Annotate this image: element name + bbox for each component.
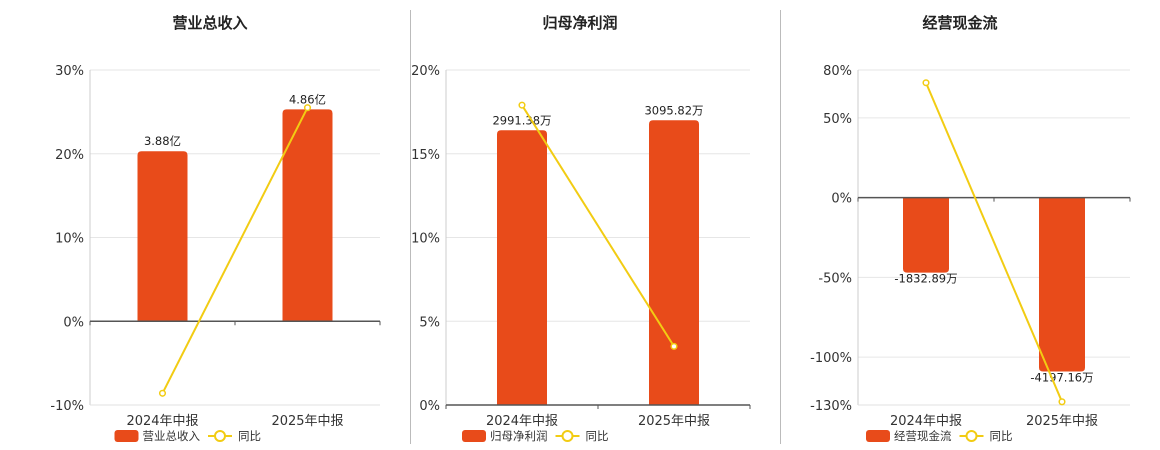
category-label: 2025年中报 bbox=[638, 414, 710, 429]
y-tick-label: 20% bbox=[411, 64, 440, 79]
legend-bar-label: 经营现金流 bbox=[894, 429, 952, 443]
y-tick-label: 30% bbox=[55, 64, 84, 79]
legend-bar-swatch bbox=[462, 430, 486, 442]
legend-line-marker bbox=[965, 430, 978, 442]
y-tick-label: 80% bbox=[823, 64, 852, 79]
category-label: 2024年中报 bbox=[486, 414, 558, 429]
chart-title: 归母净利润 bbox=[542, 14, 617, 32]
chart-panel-net-profit: 归母净利润 20% 15% 10% 5% 0% 2991.38万 3095.82万 2024年中… bbox=[400, 0, 780, 450]
bar-2025--1 bbox=[282, 109, 333, 322]
y-tick-label: 0% bbox=[419, 399, 440, 414]
cash-flow-chart: 经营现金流 80% 50% 0% -50% -100% -130% -1832.89万 -419… bbox=[810, 14, 1131, 443]
bar-2025--1 bbox=[649, 120, 699, 405]
bar-value-label: 2991.38万 bbox=[492, 113, 551, 127]
bar-value-label: 3095.82万 bbox=[644, 103, 703, 117]
yoy-line bbox=[925, 82, 1063, 403]
panel-divider bbox=[410, 10, 411, 444]
legend-line-marker bbox=[214, 430, 226, 442]
bar-value-label: -4197.16万 bbox=[1030, 371, 1093, 385]
legend-bar-label: 营业总收入 bbox=[143, 429, 201, 443]
y-tick-label: 10% bbox=[411, 232, 440, 247]
revenue-chart: 营业总收入 30% 20% 10% 0% -10% 3.88亿 4.86亿 2024年中报 202… bbox=[50, 14, 381, 443]
y-tick-label: 0% bbox=[831, 192, 852, 207]
legend: 归母净利润 同比 bbox=[462, 429, 609, 443]
bar-value-label: 4.86亿 bbox=[289, 92, 326, 106]
bar-value-label: -1832.89万 bbox=[894, 272, 957, 286]
yoy-point-0 bbox=[922, 79, 930, 87]
yoy-point-0 bbox=[518, 101, 526, 109]
chart-title: 营业总收入 bbox=[172, 14, 247, 32]
legend-line-label: 同比 bbox=[586, 429, 609, 443]
yoy-point-1 bbox=[303, 104, 312, 112]
legend-bar-swatch bbox=[866, 430, 890, 442]
y-tick-label: -100% bbox=[810, 351, 852, 366]
y-tick-label: -50% bbox=[818, 271, 852, 286]
legend-line-marker bbox=[561, 430, 574, 442]
y-tick-label: 15% bbox=[411, 148, 440, 163]
legend-bar-swatch bbox=[114, 430, 139, 442]
legend-line-label: 同比 bbox=[238, 429, 261, 443]
bar-2025--1 bbox=[1039, 197, 1085, 372]
legend-bar-label: 归母净利润 bbox=[490, 429, 548, 443]
y-tick-label: -10% bbox=[50, 399, 84, 414]
legend: 经营现金流 同比 bbox=[866, 429, 1013, 443]
yoy-line bbox=[521, 104, 675, 347]
y-tick-label: 50% bbox=[823, 112, 852, 127]
yoy-point-0 bbox=[158, 389, 167, 397]
legend: 营业总收入 同比 bbox=[114, 429, 261, 443]
yoy-line bbox=[161, 107, 309, 394]
chart-title: 经营现金流 bbox=[922, 14, 997, 32]
legend-line-label: 同比 bbox=[990, 429, 1013, 443]
category-label: 2024年中报 bbox=[890, 414, 962, 429]
y-tick-label: 10% bbox=[55, 232, 84, 247]
net-profit-chart: 归母净利润 20% 15% 10% 5% 0% 2991.38万 3095.82万 2024年中… bbox=[411, 14, 751, 443]
category-label: 2024年中报 bbox=[126, 414, 198, 429]
bar-2024--0 bbox=[903, 197, 949, 273]
yoy-point-1 bbox=[1058, 398, 1066, 406]
yoy-point-1 bbox=[670, 342, 678, 350]
bar-2024--0 bbox=[497, 130, 547, 406]
category-label: 2025年中报 bbox=[271, 414, 343, 429]
bar-value-label: 3.88亿 bbox=[144, 134, 181, 148]
panel-divider bbox=[780, 10, 781, 444]
chart-panel-cash-flow: 经营现金流 80% 50% 0% -50% -100% -130% -1832.89万 -419… bbox=[780, 0, 1160, 450]
y-tick-label: -130% bbox=[810, 399, 852, 414]
y-tick-label: 5% bbox=[419, 315, 440, 330]
category-label: 2025年中报 bbox=[1026, 414, 1098, 429]
y-tick-label: 20% bbox=[55, 148, 84, 163]
y-tick-label: 0% bbox=[63, 315, 84, 330]
bar-2024--0 bbox=[137, 151, 188, 322]
chart-panel-revenue: 营业总收入 30% 20% 10% 0% -10% 3.88亿 4.86亿 2024年中报 202… bbox=[0, 0, 400, 450]
